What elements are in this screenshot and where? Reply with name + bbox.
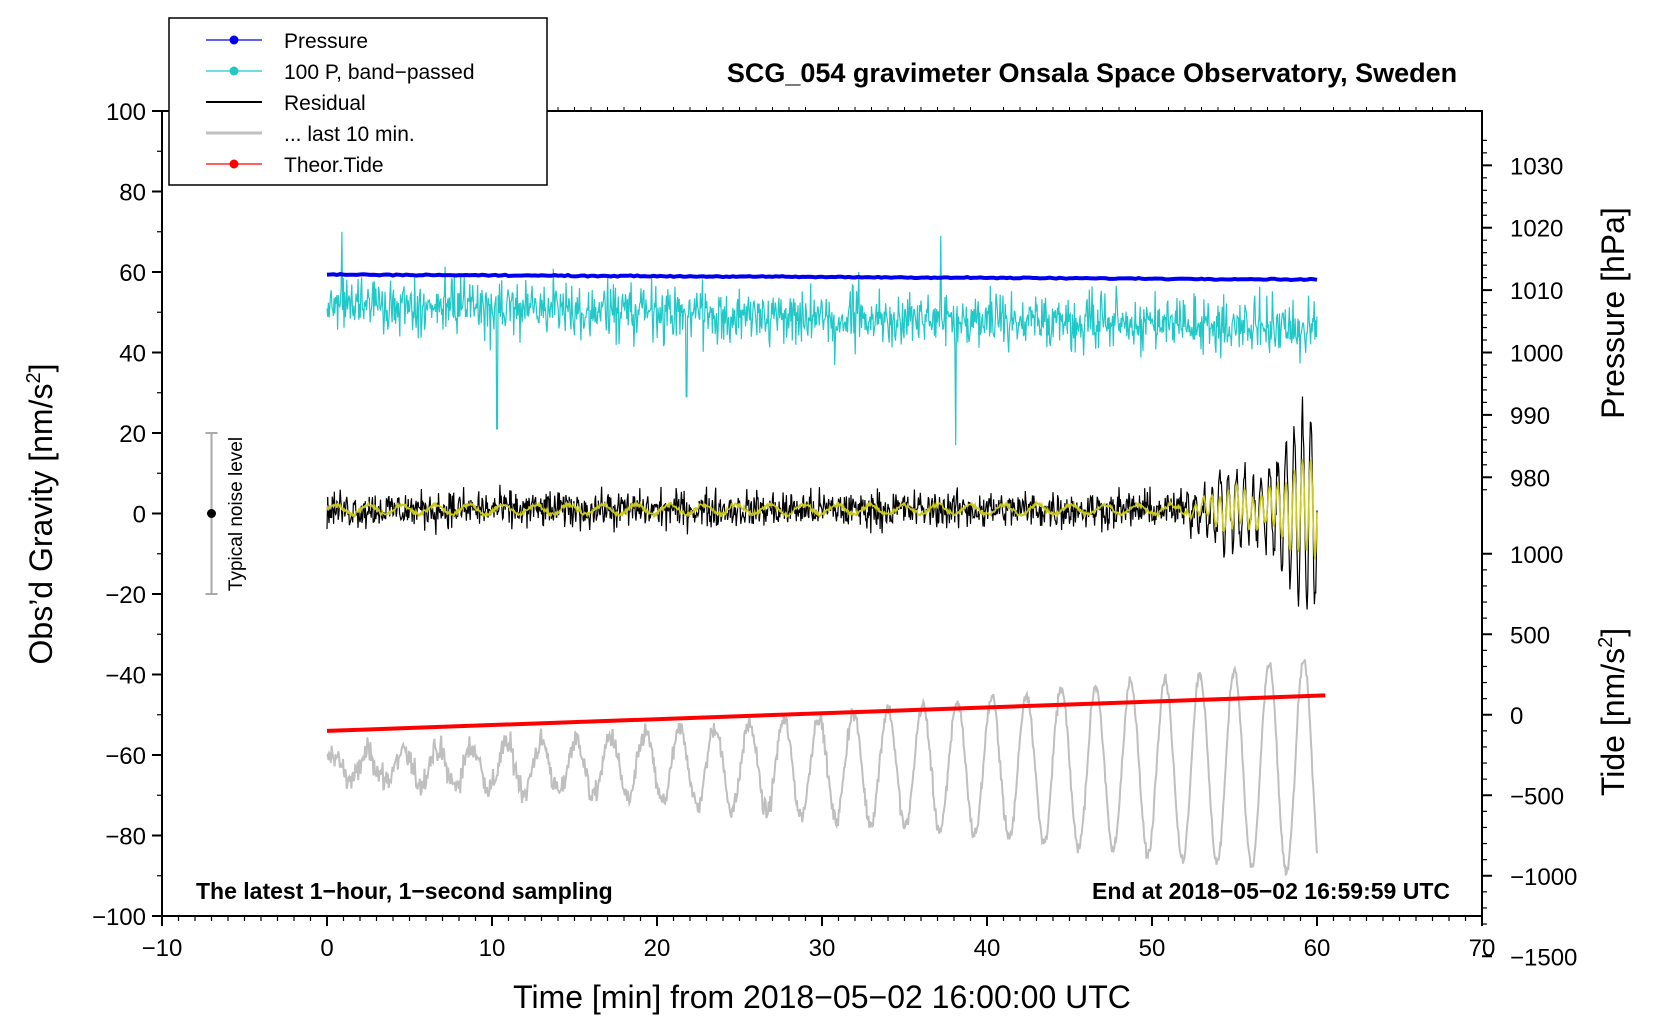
- x-tick-label: 10: [479, 935, 506, 962]
- tide-tick-label: 0: [1510, 703, 1523, 730]
- series-residual: [326, 396, 1318, 610]
- legend-label: 100 P, band−passed: [284, 61, 475, 84]
- legend: Pressure 100 P, band−passed Residual ... la…: [168, 17, 548, 186]
- x-axis-ticks: −10 0 10 20 30 40 50 60 70: [142, 107, 1496, 962]
- pressure-tick-label: 980: [1510, 465, 1550, 492]
- sampling-note: The latest 1−hour, 1−second sampling: [196, 878, 613, 904]
- legend-marker: [229, 35, 239, 45]
- pressure-tick-label: 1010: [1510, 278, 1563, 305]
- y-tick-label: 60: [119, 260, 146, 287]
- last-10-min-line: [326, 659, 1318, 877]
- pressure-line: [326, 272, 1318, 283]
- legend-label: Residual: [284, 92, 366, 115]
- pressure-tick-label: 1000: [1510, 341, 1563, 368]
- y-tick-label: −80: [105, 824, 146, 851]
- tide-tick-label: 1000: [1510, 542, 1563, 569]
- x-axis-title: Time [min] from 2018−05−02 16:00:00 UTC: [513, 979, 1131, 1015]
- x-tick-label: 70: [1469, 935, 1496, 962]
- residual-smoothed-line: [326, 457, 1318, 560]
- noise-level-bar: [205, 432, 218, 595]
- noise-level-label: Typical noise level: [226, 437, 247, 591]
- legend-marker: [229, 66, 239, 76]
- tide-tick-label: −500: [1510, 783, 1564, 810]
- x-tick-label: −10: [142, 935, 183, 962]
- x-tick-label: 60: [1304, 935, 1331, 962]
- noise-bar-center-dot: [207, 509, 216, 518]
- legend-label: Theor.Tide: [284, 154, 384, 177]
- y-tick-label: −60: [105, 743, 146, 770]
- y-axis-title: Obs’d Gravity [nm/s2]: [23, 364, 59, 665]
- x-tick-label: 20: [644, 935, 671, 962]
- y-tick-label: 80: [119, 180, 146, 207]
- legend-entries: Pressure 100 P, band−passed Residual ... la…: [206, 30, 475, 177]
- series-band-passed: [326, 231, 1318, 446]
- y-tick-label: 0: [133, 502, 146, 529]
- tide-tick-label: −1000: [1510, 864, 1577, 891]
- y-tick-label: 40: [119, 341, 146, 368]
- theor-tide-line: [326, 693, 1326, 733]
- y-tick-label: 20: [119, 421, 146, 448]
- legend-label: ... last 10 min.: [284, 123, 415, 146]
- tide-axis-title-superscript: 2: [1595, 637, 1617, 648]
- series-last-10-min: [326, 659, 1318, 877]
- chart-title: SCG_054 gravimeter Onsala Space Observat…: [727, 58, 1457, 88]
- x-tick-label: 0: [320, 935, 333, 962]
- x-tick-label: 50: [1139, 935, 1166, 962]
- series-theor-tide: [326, 693, 1326, 733]
- band-passed-line: [326, 231, 1318, 446]
- pressure-tick-label: 990: [1510, 403, 1550, 430]
- legend-marker: [229, 159, 239, 169]
- y-tick-label: −100: [92, 904, 146, 931]
- pressure-axis-title: Pressure [hPa]: [1595, 207, 1631, 419]
- tide-tick-label: 500: [1510, 622, 1550, 649]
- tide-axis-ticks: −1500 −1000 −500 0 500 1000: [1482, 542, 1577, 971]
- y-tick-label: 100: [106, 99, 146, 126]
- series-pressure: [326, 272, 1318, 283]
- series-residual-smoothed: [326, 457, 1318, 560]
- y-tick-label: −40: [105, 663, 146, 690]
- x-tick-label: 30: [809, 935, 836, 962]
- legend-label: Pressure: [284, 30, 368, 53]
- residual-line: [326, 396, 1318, 610]
- y-tick-label: −20: [105, 582, 146, 609]
- pressure-axis-ticks: 980 990 1000 1010 1020 1030: [1482, 139, 1563, 492]
- tide-tick-label: −1500: [1510, 944, 1577, 971]
- pressure-tick-label: 1020: [1510, 216, 1563, 243]
- y-axis-title-superscript: 2: [23, 372, 45, 383]
- y-axis-ticks: −100 −80 −60 −40 −20 0 20 40 60 80 100: [92, 99, 162, 931]
- tide-axis-title: Tide [nm/s2]: [1595, 628, 1631, 796]
- x-tick-label: 40: [974, 935, 1001, 962]
- end-time-note: End at 2018−05−02 16:59:59 UTC: [1092, 878, 1450, 904]
- pressure-tick-label: 1030: [1510, 153, 1563, 180]
